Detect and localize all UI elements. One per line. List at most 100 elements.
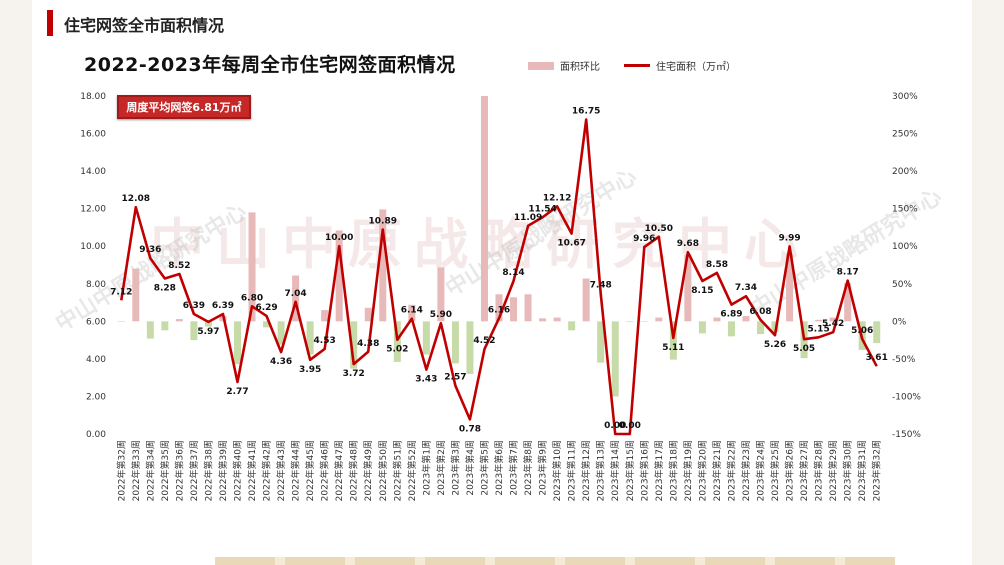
mom-bar — [350, 321, 358, 369]
area-data-label: 12.12 — [543, 193, 571, 203]
y-left-tick-label: 16.00 — [80, 130, 106, 140]
area-data-label: 8.14 — [502, 268, 524, 278]
mom-bar — [757, 321, 765, 335]
mom-bar — [684, 254, 692, 322]
x-category-label: 2023年第30周 — [842, 440, 854, 501]
mom-bar — [510, 297, 518, 322]
x-category-label: 2023年第13周 — [595, 440, 607, 501]
mom-bar — [727, 321, 735, 337]
x-category-label: 2022年第32周 — [115, 440, 127, 501]
x-category-label: 2023年第19周 — [682, 440, 694, 501]
mom-bar — [204, 321, 212, 327]
x-category-label: 2022年第52周 — [406, 440, 418, 501]
mom-bar — [829, 317, 837, 322]
x-category-label: 2023年第20周 — [696, 440, 708, 501]
x-category-label: 2023年第32周 — [871, 440, 883, 501]
mom-bar — [698, 321, 706, 334]
area-data-label: 7.34 — [735, 283, 757, 293]
y-right-tick-label: 200% — [892, 167, 918, 177]
area-data-label: 10.89 — [369, 217, 397, 227]
mom-bar — [611, 321, 619, 397]
x-category-label: 2022年第33周 — [130, 440, 142, 501]
chart-legend: 面积环比 住宅面积（万㎡） — [528, 58, 736, 73]
x-category-label: 2022年第38周 — [202, 440, 214, 501]
area-data-label: 11.54 — [528, 204, 556, 214]
x-category-label: 2023年第5周 — [478, 440, 490, 496]
mom-bar — [132, 268, 140, 322]
mom-bar — [146, 321, 154, 339]
area-data-label: 0.00 — [619, 421, 641, 431]
area-data-label: 8.15 — [691, 286, 713, 296]
x-category-label: 2023年第31周 — [856, 440, 868, 501]
x-category-label: 2023年第11周 — [566, 440, 578, 501]
mom-bar — [190, 321, 198, 341]
area-data-label: 6.89 — [720, 310, 742, 320]
area-data-label: 10.50 — [645, 224, 673, 234]
x-category-label: 2022年第49周 — [362, 440, 374, 501]
x-category-label: 2022年第51周 — [391, 440, 403, 501]
x-category-label: 2023年第10周 — [551, 440, 563, 501]
area-data-label: 3.61 — [866, 353, 888, 363]
area-data-label: 4.38 — [357, 339, 379, 349]
mom-bar — [437, 267, 445, 322]
area-data-label: 5.15 — [808, 324, 830, 334]
x-category-label: 2022年第36周 — [173, 440, 185, 501]
x-category-label: 2022年第43周 — [275, 440, 287, 501]
y-left-tick-label: 10.00 — [80, 242, 106, 252]
area-data-label: 8.52 — [168, 261, 190, 271]
mom-bar — [844, 283, 852, 322]
x-category-label: 2023年第23周 — [740, 440, 752, 501]
area-data-label: 4.52 — [473, 336, 495, 346]
x-category-label: 2023年第3周 — [449, 440, 461, 496]
y-left-tick-label: 8.00 — [86, 280, 106, 290]
legend-line-swatch — [624, 64, 650, 67]
mom-bar — [597, 321, 605, 363]
mom-bar — [335, 230, 343, 322]
area-data-label: 0.78 — [459, 424, 481, 434]
legend-bar-swatch — [528, 61, 554, 70]
mom-bar — [626, 321, 634, 322]
y-left-tick-label: 14.00 — [80, 167, 106, 177]
y-left-tick-label: 6.00 — [86, 317, 106, 327]
area-data-label: 5.97 — [197, 327, 219, 337]
area-data-label: 6.80 — [241, 293, 263, 303]
x-category-label: 2023年第27周 — [798, 440, 810, 501]
mom-bar — [408, 304, 416, 322]
x-category-label: 2022年第48周 — [348, 440, 360, 501]
area-data-label: 5.11 — [662, 343, 684, 353]
legend-line-label: 住宅面积（万㎡） — [656, 62, 736, 73]
footer-strip — [215, 557, 895, 565]
mom-bar — [248, 212, 256, 322]
x-category-label: 2022年第37周 — [188, 440, 200, 501]
x-category-label: 2022年第42周 — [261, 440, 273, 501]
section-title: 住宅网签全市面积情况 — [64, 16, 225, 35]
mom-bar — [669, 321, 677, 360]
x-category-label: 2023年第28周 — [813, 440, 825, 501]
x-category-label: 2023年第18周 — [667, 440, 679, 501]
x-category-label: 2022年第34周 — [144, 440, 156, 501]
area-data-label: 4.53 — [314, 336, 336, 346]
x-category-label: 2023年第29周 — [827, 440, 839, 501]
area-data-label: 7.04 — [284, 289, 306, 299]
area-data-label: 5.05 — [793, 344, 815, 354]
y-left-tick-label: 18.00 — [80, 92, 106, 102]
x-category-label: 2023年第21周 — [711, 440, 723, 501]
x-category-label: 2022年第41周 — [246, 440, 258, 501]
area-data-label: 8.58 — [706, 260, 728, 270]
x-category-label: 2023年第16周 — [638, 440, 650, 501]
x-category-label: 2022年第47周 — [333, 440, 345, 501]
x-category-label: 2023年第25周 — [769, 440, 781, 501]
header-accent-bar — [47, 10, 53, 36]
area-data-label: 5.06 — [851, 326, 873, 336]
y-left-tick-label: 12.00 — [80, 205, 106, 215]
x-category-label: 2022年第39周 — [217, 440, 229, 501]
mom-bar — [233, 321, 241, 365]
mom-bar — [480, 96, 488, 322]
y-right-tick-label: 50% — [892, 280, 912, 290]
area-data-label: 10.00 — [325, 233, 353, 243]
y-right-tick-label: 300% — [892, 92, 918, 102]
mom-bar — [568, 321, 576, 331]
area-data-label: 6.29 — [255, 303, 277, 313]
mom-bar — [393, 321, 401, 362]
y-right-tick-label: 250% — [892, 130, 918, 140]
